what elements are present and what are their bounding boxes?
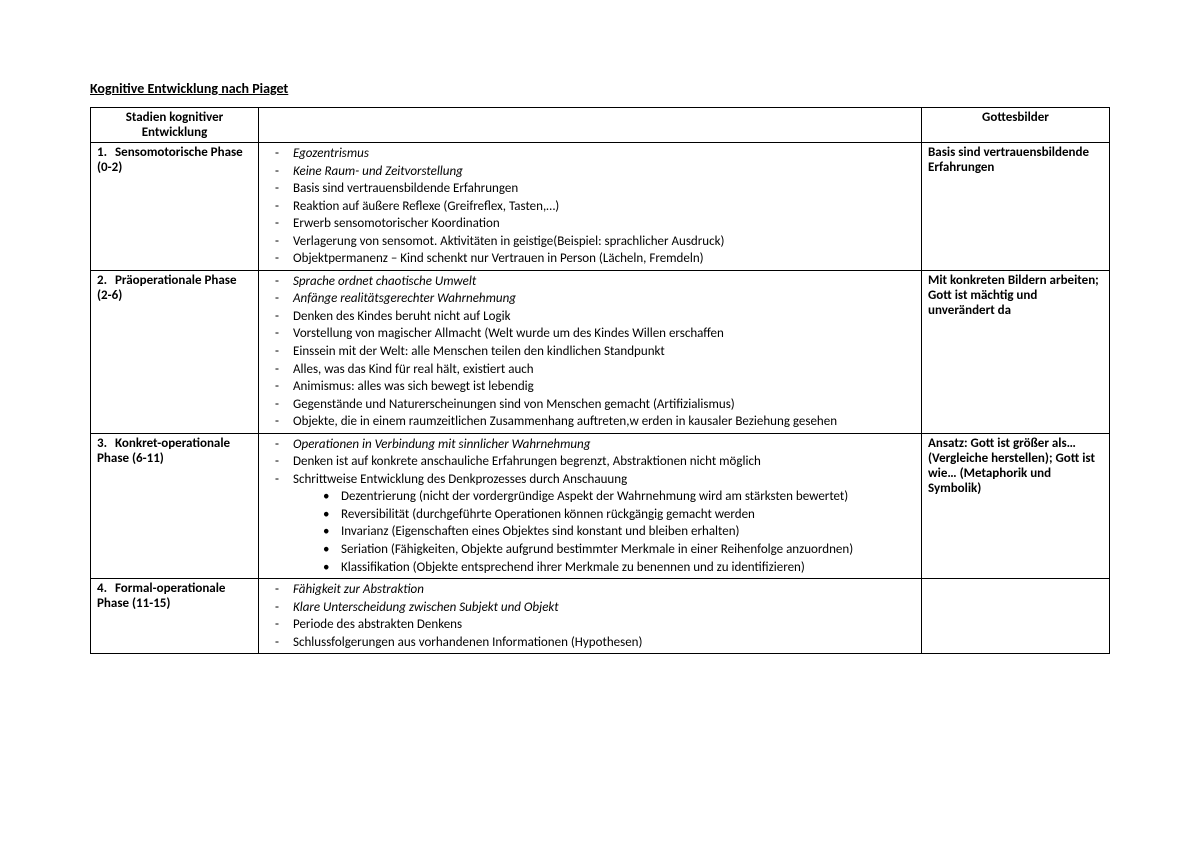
table-row: 4.Formal-operationale Phase (11-15)Fähig… — [91, 579, 1110, 654]
description-cell: Sprache ordnet chaotische UmweltAnfänge … — [259, 270, 922, 433]
header-col3: Gottesbilder — [922, 108, 1110, 143]
stage-number: 2. — [97, 273, 115, 288]
stage-cell: 3.Konkret-operationale Phase (6-11) — [91, 433, 259, 578]
gottesbilder-cell: Basis sind vertrauensbildende Erfahrunge… — [922, 143, 1110, 271]
table-row: 2.Präoperationale Phase (2-6)Sprache ord… — [91, 270, 1110, 433]
list-item: Denken des Kindes beruht nicht auf Logik — [275, 308, 915, 326]
list-item: Klare Unterscheidung zwischen Subjekt un… — [275, 599, 915, 617]
list-item: Egozentrismus — [275, 145, 915, 163]
list-item: Sprache ordnet chaotische Umwelt — [275, 273, 915, 291]
description-cell: Fähigkeit zur AbstraktionKlare Untersche… — [259, 579, 922, 654]
list-item: Objektpermanenz – Kind schenkt nur Vertr… — [275, 250, 915, 268]
gottesbilder-cell: Ansatz: Gott ist größer als… (Vergleiche… — [922, 433, 1110, 578]
stage-label: Sensomotorische Phase (0-2) — [97, 145, 243, 175]
list-item: Keine Raum- und Zeitvorstellung — [275, 163, 915, 181]
stage-number: 4. — [97, 581, 115, 596]
gottesbilder-cell — [922, 579, 1110, 654]
list-item: Denken ist auf konkrete anschauliche Erf… — [275, 453, 915, 471]
stage-number: 1. — [97, 145, 115, 160]
sub-list-item: Invarianz (Eigenschaften eines Objektes … — [323, 523, 915, 541]
list-item: Anfänge realitätsgerechter Wahrnehmung — [275, 290, 915, 308]
stage-cell: 4.Formal-operationale Phase (11-15) — [91, 579, 259, 654]
list-item: Vorstellung von magischer Allmacht (Welt… — [275, 325, 915, 343]
header-col2 — [259, 108, 922, 143]
list-item: Schrittweise Entwicklung des Denkprozess… — [275, 471, 915, 576]
page-title: Kognitive Entwicklung nach Piaget — [90, 80, 1110, 97]
list-item: Erwerb sensomotorischer Koordination — [275, 215, 915, 233]
piaget-table: Stadien kognitiver Entwicklung Gottesbil… — [90, 107, 1110, 654]
list-item: Operationen in Verbindung mit sinnlicher… — [275, 436, 915, 454]
table-row: 3.Konkret-operationale Phase (6-11) Opera… — [91, 433, 1110, 578]
list-item: Gegenstände und Naturerscheinungen sind … — [275, 396, 915, 414]
table-row: 1.Sensomotorische Phase (0-2)Egozentrism… — [91, 143, 1110, 271]
list-item: Objekte, die in einem raumzeitlichen Zus… — [275, 413, 915, 431]
list-item: Schlussfolgerungen aus vorhandenen Infor… — [275, 634, 915, 652]
description-cell: EgozentrismusKeine Raum- und Zeitvorstel… — [259, 143, 922, 271]
list-item: Reaktion auf äußere Reflexe (Greifreflex… — [275, 198, 915, 216]
gottesbilder-cell: Mit konkreten Bildern arbeiten; Gott ist… — [922, 270, 1110, 433]
description-cell: Operationen in Verbindung mit sinnlicher… — [259, 433, 922, 578]
stage-label: Konkret-operationale Phase (6-11) — [97, 436, 230, 466]
list-item: Periode des abstrakten Denkens — [275, 616, 915, 634]
list-item: Basis sind vertrauensbildende Erfahrunge… — [275, 180, 915, 198]
list-item: Verlagerung von sensomot. Aktivitäten in… — [275, 233, 915, 251]
sub-list-item: Dezentrierung (nicht der vordergründige … — [323, 488, 915, 506]
table-header-row: Stadien kognitiver Entwicklung Gottesbil… — [91, 108, 1110, 143]
list-item: Fähigkeit zur Abstraktion — [275, 581, 915, 599]
stage-cell: 1.Sensomotorische Phase (0-2) — [91, 143, 259, 271]
list-item: Alles, was das Kind für real hält, exist… — [275, 361, 915, 379]
stage-cell: 2.Präoperationale Phase (2-6) — [91, 270, 259, 433]
list-item: Einssein mit der Welt: alle Menschen tei… — [275, 343, 915, 361]
sub-list-item: Klassifikation (Objekte entsprechend ihr… — [323, 559, 915, 577]
stage-label: Präoperationale Phase (2-6) — [97, 273, 237, 303]
sub-list-item: Reversibilität (durchgeführte Operatione… — [323, 506, 915, 524]
list-item: Animismus: alles was sich bewegt ist leb… — [275, 378, 915, 396]
header-col1: Stadien kognitiver Entwicklung — [91, 108, 259, 143]
stage-number: 3. — [97, 436, 115, 451]
stage-label: Formal-operationale Phase (11-15) — [97, 581, 225, 611]
sub-list-item: Seriation (Fähigkeiten, Objekte aufgrund… — [323, 541, 915, 559]
